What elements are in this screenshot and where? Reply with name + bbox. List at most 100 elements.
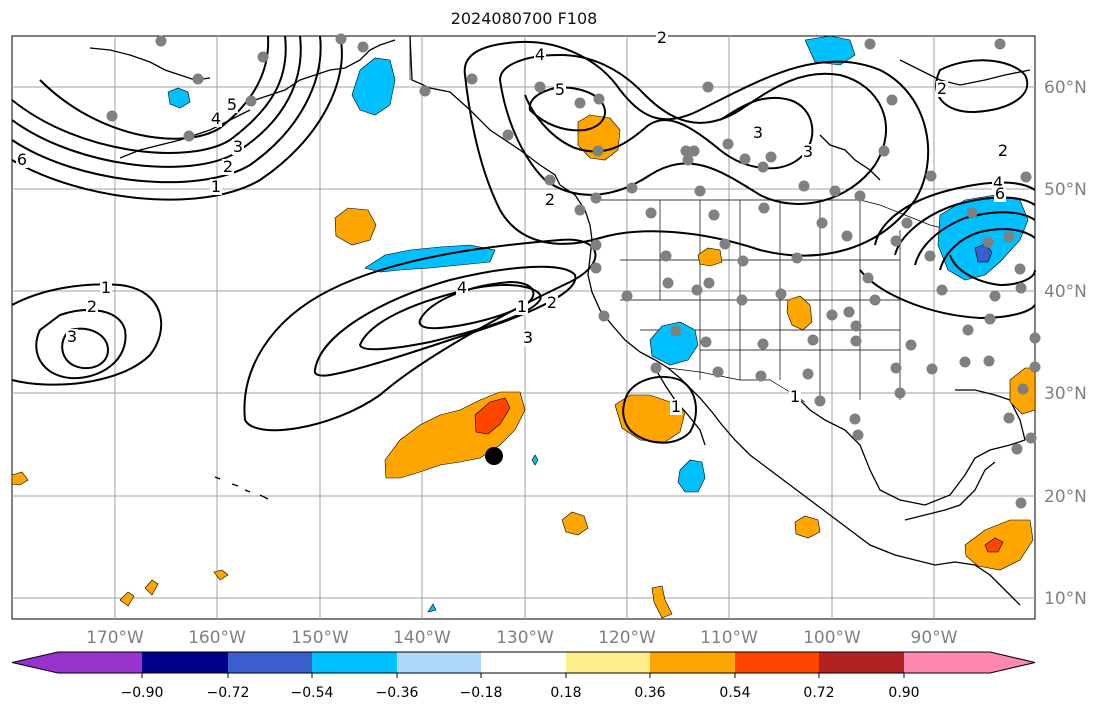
station-dot (645, 207, 657, 219)
contour-label-bg (516, 299, 528, 315)
orange-anomaly-small-1 (119, 591, 135, 607)
contour-label-bg (210, 111, 222, 127)
station-dot (850, 335, 862, 347)
contour-label: 4 (211, 109, 221, 128)
contour-label: 4 (993, 173, 1003, 192)
lon-label: 90°W (911, 628, 958, 648)
contour-label: 2 (998, 141, 1008, 160)
contour-dateline-2 (35, 309, 127, 380)
orange-anomaly-socal (614, 394, 686, 443)
station-dot (843, 306, 855, 318)
lat-label: 50°N (1044, 180, 1087, 200)
lat-label: 20°N (1044, 487, 1087, 507)
contour-greatlakes-3 (914, 211, 1036, 266)
colorbar-ticks: −0.90 −0.72 −0.54 −0.36 −0.18 0.18 0.36 0.54 0.7… (121, 673, 920, 701)
station-dot (703, 277, 715, 289)
colorbar-segment (312, 652, 397, 673)
lon-label: 160°W (188, 628, 246, 648)
orange-anomaly-texas (786, 295, 813, 331)
colorbar-tick-label: −0.36 (376, 685, 419, 701)
station-dot (886, 94, 898, 106)
contour-alaska-3 (11, 35, 302, 168)
station-dot (807, 334, 819, 346)
orange-anomaly-small-3 (213, 569, 229, 581)
blue-anomaly-california (649, 321, 699, 366)
orange-anomaly-nevada (697, 247, 723, 267)
station-dot (1029, 361, 1041, 373)
station-dot (755, 370, 767, 382)
station-dot (850, 320, 862, 332)
orange-anomaly-west-edge (11, 471, 29, 486)
blue-anomaly-bering (167, 87, 191, 109)
colorbar-tick-label: −0.18 (460, 685, 503, 701)
station-dot (841, 230, 853, 242)
colorbar-segments (11, 651, 1036, 674)
station-dot (983, 355, 995, 367)
colorbar-segment (735, 652, 819, 673)
station-dot (598, 310, 610, 322)
station-dot (670, 325, 682, 337)
contour-label-bg (522, 330, 534, 346)
contour-label-bg (670, 399, 682, 415)
station-dot (680, 145, 692, 157)
station-dot (592, 145, 604, 157)
station-dot (894, 387, 906, 399)
contour-bc-1 (463, 40, 930, 257)
station-dot (660, 250, 672, 262)
station-dot (155, 35, 167, 47)
station-dot (757, 161, 769, 173)
contour-label-bg (544, 192, 556, 208)
station-dot (826, 309, 838, 321)
orange-anomaly-small-2 (144, 579, 159, 596)
station-dot (1003, 412, 1015, 424)
station-dot (854, 190, 866, 202)
colorbar-segment (566, 652, 650, 673)
contour-greatlakes-2 (894, 196, 1036, 256)
contour-greatlakes-1 (874, 181, 1036, 246)
orange-anomaly-gulf (794, 515, 821, 539)
contour-greatlakes-6 (949, 254, 1036, 287)
station-dot (688, 145, 700, 157)
florida-coast (955, 389, 1026, 441)
station-dot (621, 290, 633, 302)
lat-label: 40°N (1044, 282, 1087, 302)
contour-label-bg (226, 97, 238, 113)
station-dot (869, 294, 881, 306)
station-dot (994, 38, 1006, 50)
contour-label: 5 (555, 80, 565, 99)
colorbar-outline (11, 651, 1036, 674)
lat-label: 60°N (1044, 78, 1087, 98)
contour-label: 1 (101, 278, 111, 297)
station-dot (466, 73, 478, 85)
station-dot (335, 33, 347, 45)
colorbar-segment (650, 652, 735, 673)
station-dot (712, 366, 724, 378)
yucatan-coast (904, 461, 996, 521)
colorbar-tick-label: −0.54 (291, 685, 334, 701)
contour-label-bg (100, 280, 112, 296)
station-dot (574, 97, 586, 109)
station-dot (702, 81, 714, 93)
hawaii-islands (214, 476, 269, 500)
lon-label: 130°W (496, 628, 554, 648)
contour-alaska-1 (11, 35, 343, 201)
contour-label: 2 (937, 79, 947, 98)
station-dot (926, 363, 938, 375)
blue-anomaly-great-lakes (937, 194, 1029, 281)
contour-greatlakes-4 (939, 228, 1036, 271)
station-dot (682, 154, 694, 166)
station-dot (590, 192, 602, 204)
shaded-anomalies (11, 35, 1036, 619)
contour-dateline-3 (61, 327, 110, 370)
station-dot (890, 362, 902, 374)
contour-label: 3 (803, 142, 813, 161)
station-dot (966, 207, 978, 219)
contour-label-bg (222, 159, 234, 175)
station-dot (245, 95, 257, 107)
station-dot (1011, 443, 1023, 455)
station-dot (890, 235, 902, 247)
contour-label: 4 (535, 45, 545, 64)
station-dot (1015, 282, 1027, 294)
blue-anomaly-small (531, 454, 539, 466)
